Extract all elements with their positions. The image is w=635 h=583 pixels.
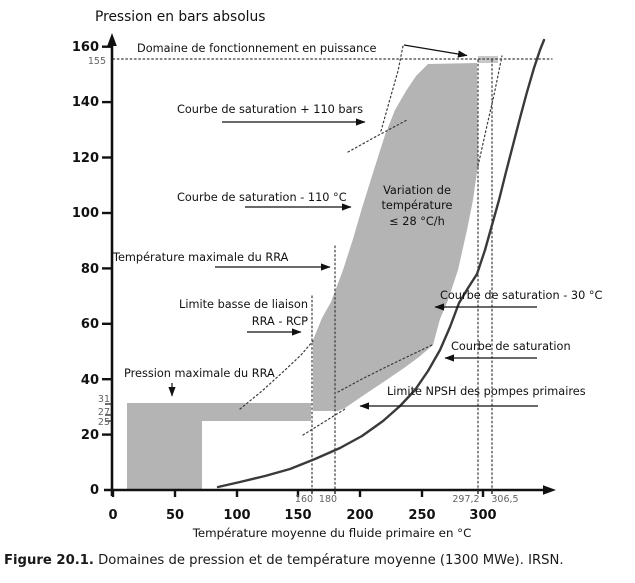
x-axis-title: Température moyenne du fluide primaire e… [192, 526, 472, 540]
figure-caption-number: Figure 20.1. [4, 553, 94, 568]
y-tick-label: 100 [72, 206, 99, 221]
x-tick-label-minor: 180 [319, 494, 337, 505]
y-ticks-minor [105, 403, 112, 422]
y-tick-label-minor: 31 [98, 394, 110, 405]
y-tick-label-minor: 27 [98, 407, 110, 418]
label-liaison-line2: RRA - RCP [252, 315, 308, 328]
sat-minus110-lower-ext [239, 340, 314, 410]
figure-caption-text: Domaines de pression et de température m… [93, 553, 564, 568]
annotations: Domaine de fonctionnement en puissance C… [112, 42, 603, 398]
label-liaison-line1: Limite basse de liaison [179, 298, 308, 311]
label-domaine-fonctionnement: Domaine de fonctionnement en puissance [137, 42, 376, 55]
y-ticks-major [102, 45, 112, 436]
label-pression-max-rra: Pression maximale du RRA [124, 367, 275, 380]
x-tick-label: 100 [223, 508, 250, 523]
x-tick-labels: 0 50 100 150 200 250 300 160 180 297,2 3… [108, 494, 518, 523]
label-temp-max-rra: Température maximale du RRA [112, 251, 289, 264]
y-tick-label: 140 [72, 95, 99, 110]
label-sat-plus-110: Courbe de saturation + 110 bars [177, 103, 363, 116]
x-tick-label-minor: 306,5 [491, 494, 518, 505]
y-axis-title: Pression en bars absolus [95, 9, 265, 25]
label-sat-minus-110: Courbe de saturation - 110 °C [177, 191, 347, 204]
x-tick-label: 150 [284, 508, 311, 523]
x-tick-label: 50 [166, 508, 184, 523]
sat-minus110-upper-ext [380, 45, 404, 132]
y-axis-arrowhead [107, 33, 117, 46]
sat-minus30-upper-ext [477, 55, 503, 167]
x-ticks-minor [311, 488, 493, 494]
rcp-operating-domain [313, 63, 478, 411]
x-tick-label: 300 [469, 508, 496, 523]
y-tick-label: 20 [81, 428, 99, 443]
label-variation-line3: ≤ 28 °C/h [389, 215, 445, 228]
x-tick-label: 250 [408, 508, 435, 523]
x-tick-label-minor: 297,2 [452, 494, 479, 505]
y-tick-label: 60 [81, 317, 99, 332]
figure-caption: Figure 20.1. Domaines de pression et de … [4, 553, 624, 568]
y-tick-labels: 160 140 120 100 80 60 40 20 0 155 31 27 … [72, 40, 110, 498]
x-tick-label-minor: 160 [295, 494, 313, 505]
y-tick-label: 0 [90, 483, 99, 498]
x-ticks-major [111, 490, 485, 497]
x-tick-label: 200 [346, 508, 373, 523]
y-tick-label-minor: 155 [88, 56, 106, 67]
y-tick-label: 120 [72, 151, 99, 166]
label-sat-minus-30: Courbe de saturation - 30 °C [440, 289, 603, 302]
y-tick-label: 40 [81, 373, 99, 388]
npsh-lower-ext [302, 408, 346, 436]
rra-pressure-block [127, 403, 202, 489]
rra-rcp-liaison-band [127, 403, 311, 421]
y-tick-label-minor: 25 [98, 417, 110, 428]
label-saturation: Courbe de saturation [451, 340, 571, 353]
annotation-arrows [168, 44, 538, 410]
label-npsh: Limite NPSH des pompes primaires [387, 385, 586, 398]
label-variation-line2: température [381, 199, 452, 212]
saturation-curve [216, 38, 546, 489]
pressure-temperature-diagram: 160 140 120 100 80 60 40 20 0 155 31 27 … [72, 9, 603, 540]
y-tick-label: 80 [81, 262, 99, 277]
label-variation-line1: Variation de [383, 184, 451, 197]
arrow-domaine [403, 44, 468, 58]
gray-domain-regions [127, 56, 498, 489]
x-axis-arrowhead [543, 485, 556, 495]
sat-plus110-ext [347, 119, 408, 153]
sat-minus30-lower-ext [337, 344, 433, 393]
y-tick-label: 160 [72, 40, 99, 55]
x-tick-label: 0 [108, 508, 117, 523]
